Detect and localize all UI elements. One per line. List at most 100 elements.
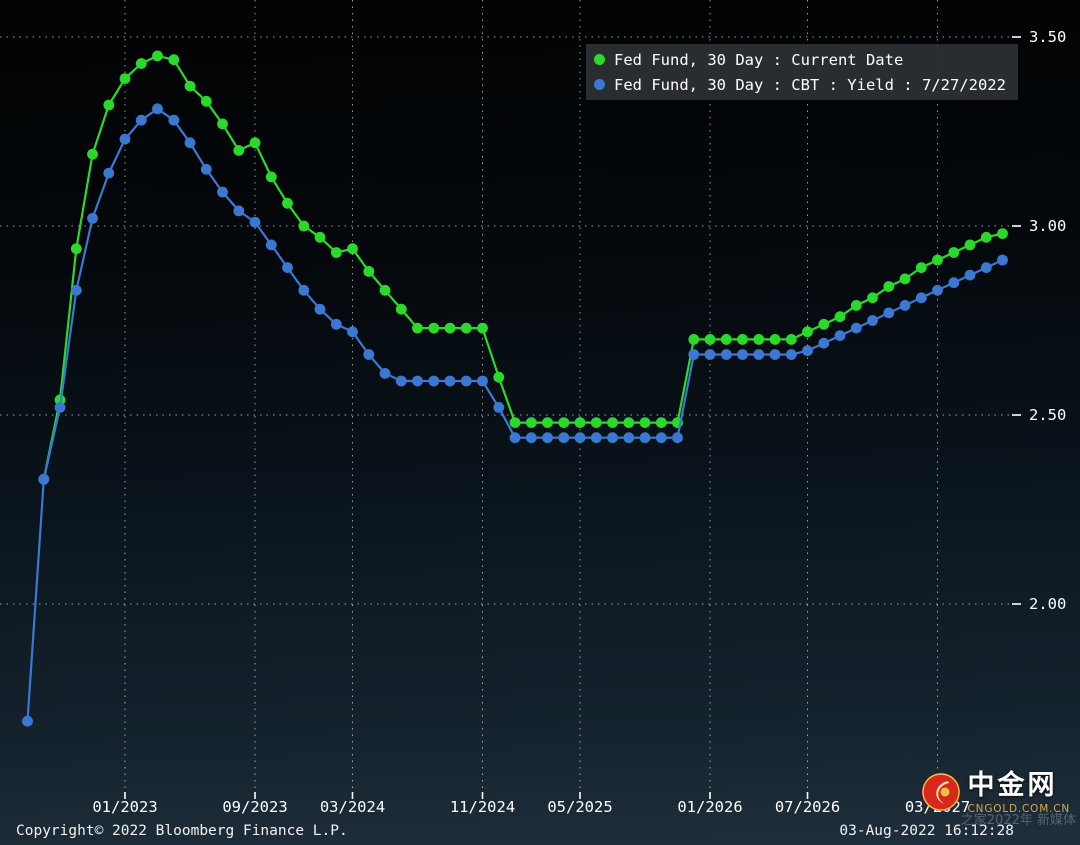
data-point[interactable] [265,239,277,251]
data-point[interactable] [704,349,716,360]
data-point[interactable] [460,375,472,387]
data-point[interactable] [428,375,440,387]
data-point[interactable] [444,375,456,387]
data-point[interactable] [769,349,781,360]
data-point[interactable] [932,254,943,266]
data-point[interactable] [655,417,667,428]
data-point[interactable] [298,284,310,296]
data-point[interactable] [737,334,748,345]
data-point[interactable] [964,239,976,251]
data-point[interactable] [330,247,342,258]
series-prior-date[interactable] [22,103,1008,727]
data-point[interactable] [834,330,846,341]
data-point[interactable] [867,292,878,304]
data-point[interactable] [168,54,180,66]
data-point[interactable] [818,337,830,349]
data-point[interactable] [135,58,147,69]
data-point[interactable] [607,432,618,444]
data-point[interactable] [217,118,228,130]
data-point[interactable] [737,349,748,360]
data-point[interactable] [265,171,277,183]
data-point[interactable] [282,262,293,273]
data-point[interactable] [525,432,537,444]
data-point[interactable] [785,349,797,360]
data-point[interactable] [558,432,570,444]
data-point[interactable] [103,167,115,179]
data-point[interactable] [70,284,82,296]
data-point[interactable] [623,432,635,444]
data-point[interactable] [428,322,440,334]
data-point[interactable] [850,322,862,334]
data-point[interactable] [493,371,505,383]
data-point[interactable] [54,402,66,413]
data-point[interactable] [818,318,830,330]
data-point[interactable] [135,114,147,126]
data-point[interactable] [249,216,261,228]
data-point[interactable] [850,300,862,311]
data-point[interactable] [87,148,98,160]
data-point[interactable] [590,432,602,444]
data-point[interactable] [915,262,927,273]
data-point[interactable] [412,322,423,334]
data-point[interactable] [688,349,700,360]
data-point[interactable] [867,315,878,326]
data-point[interactable] [655,432,667,444]
data-point[interactable] [883,281,895,292]
data-point[interactable] [997,254,1008,266]
data-point[interactable] [87,213,98,224]
data-point[interactable] [948,247,960,258]
data-point[interactable] [38,473,50,485]
data-point[interactable] [558,417,570,428]
data-point[interactable] [802,326,813,338]
data-point[interactable] [395,303,407,315]
data-point[interactable] [720,349,732,360]
data-point[interactable] [574,417,586,428]
data-point[interactable] [249,137,261,149]
data-point[interactable] [688,334,700,345]
data-point[interactable] [753,349,765,360]
data-point[interactable] [704,334,716,345]
data-point[interactable] [103,99,115,111]
data-point[interactable] [720,334,732,345]
data-point[interactable] [948,277,960,289]
data-point[interactable] [200,95,212,107]
data-point[interactable] [200,163,212,175]
data-point[interactable] [22,715,33,727]
data-point[interactable] [119,73,131,84]
series-current-date[interactable] [38,50,1008,485]
data-point[interactable] [217,186,228,198]
data-point[interactable] [623,417,635,428]
data-point[interactable] [233,145,245,156]
data-point[interactable] [70,243,82,255]
data-point[interactable] [542,417,553,428]
data-point[interactable] [152,103,163,115]
data-point[interactable] [964,269,976,281]
data-point[interactable] [769,334,781,345]
data-point[interactable] [899,273,911,285]
data-point[interactable] [363,349,375,360]
data-point[interactable] [607,417,618,428]
data-point[interactable] [282,197,293,209]
data-point[interactable] [753,334,765,345]
data-point[interactable] [460,322,472,334]
data-point[interactable] [932,284,943,296]
data-point[interactable] [980,262,992,273]
data-point[interactable] [395,375,407,387]
data-point[interactable] [509,432,521,444]
data-point[interactable] [314,231,326,243]
data-point[interactable] [119,133,131,145]
data-point[interactable] [785,334,797,345]
data-point[interactable] [233,205,245,217]
data-point[interactable] [379,368,391,379]
data-point[interactable] [444,322,456,334]
data-point[interactable] [899,300,911,311]
data-point[interactable] [509,417,521,428]
legend-item-prior-date[interactable]: Fed Fund, 30 Day : CBT : Yield : 7/27/20… [594,73,1010,96]
data-point[interactable] [152,50,163,62]
data-point[interactable] [802,345,813,357]
data-point[interactable] [477,375,488,387]
data-point[interactable] [298,220,310,232]
data-point[interactable] [574,432,586,444]
data-point[interactable] [314,303,326,315]
data-point[interactable] [639,417,651,428]
